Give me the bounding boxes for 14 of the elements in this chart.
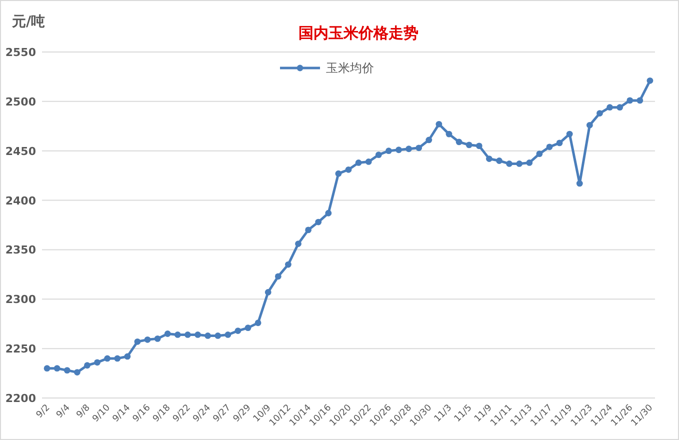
y-tick-label: 2350 xyxy=(5,244,36,257)
y-tick-label: 2500 xyxy=(5,95,36,108)
y-tick-label: 2550 xyxy=(5,46,36,59)
y-tick-label: 2450 xyxy=(5,144,36,158)
y-tick-label: 2200 xyxy=(5,392,36,405)
y-tick-label: 2250 xyxy=(5,342,36,356)
y-tick-label: 2300 xyxy=(5,293,36,306)
legend-label: 玉米均价 xyxy=(326,61,374,75)
y-axis-title: 元/吨 xyxy=(11,14,46,30)
chart-title: 国内玉米价格走势 xyxy=(298,24,418,42)
x-tick-label: 9/2 xyxy=(34,403,52,420)
y-tick-label: 2400 xyxy=(5,194,36,208)
x-tick-label: 9/8 xyxy=(75,402,93,420)
x-tick-label: 9/4 xyxy=(54,402,72,420)
